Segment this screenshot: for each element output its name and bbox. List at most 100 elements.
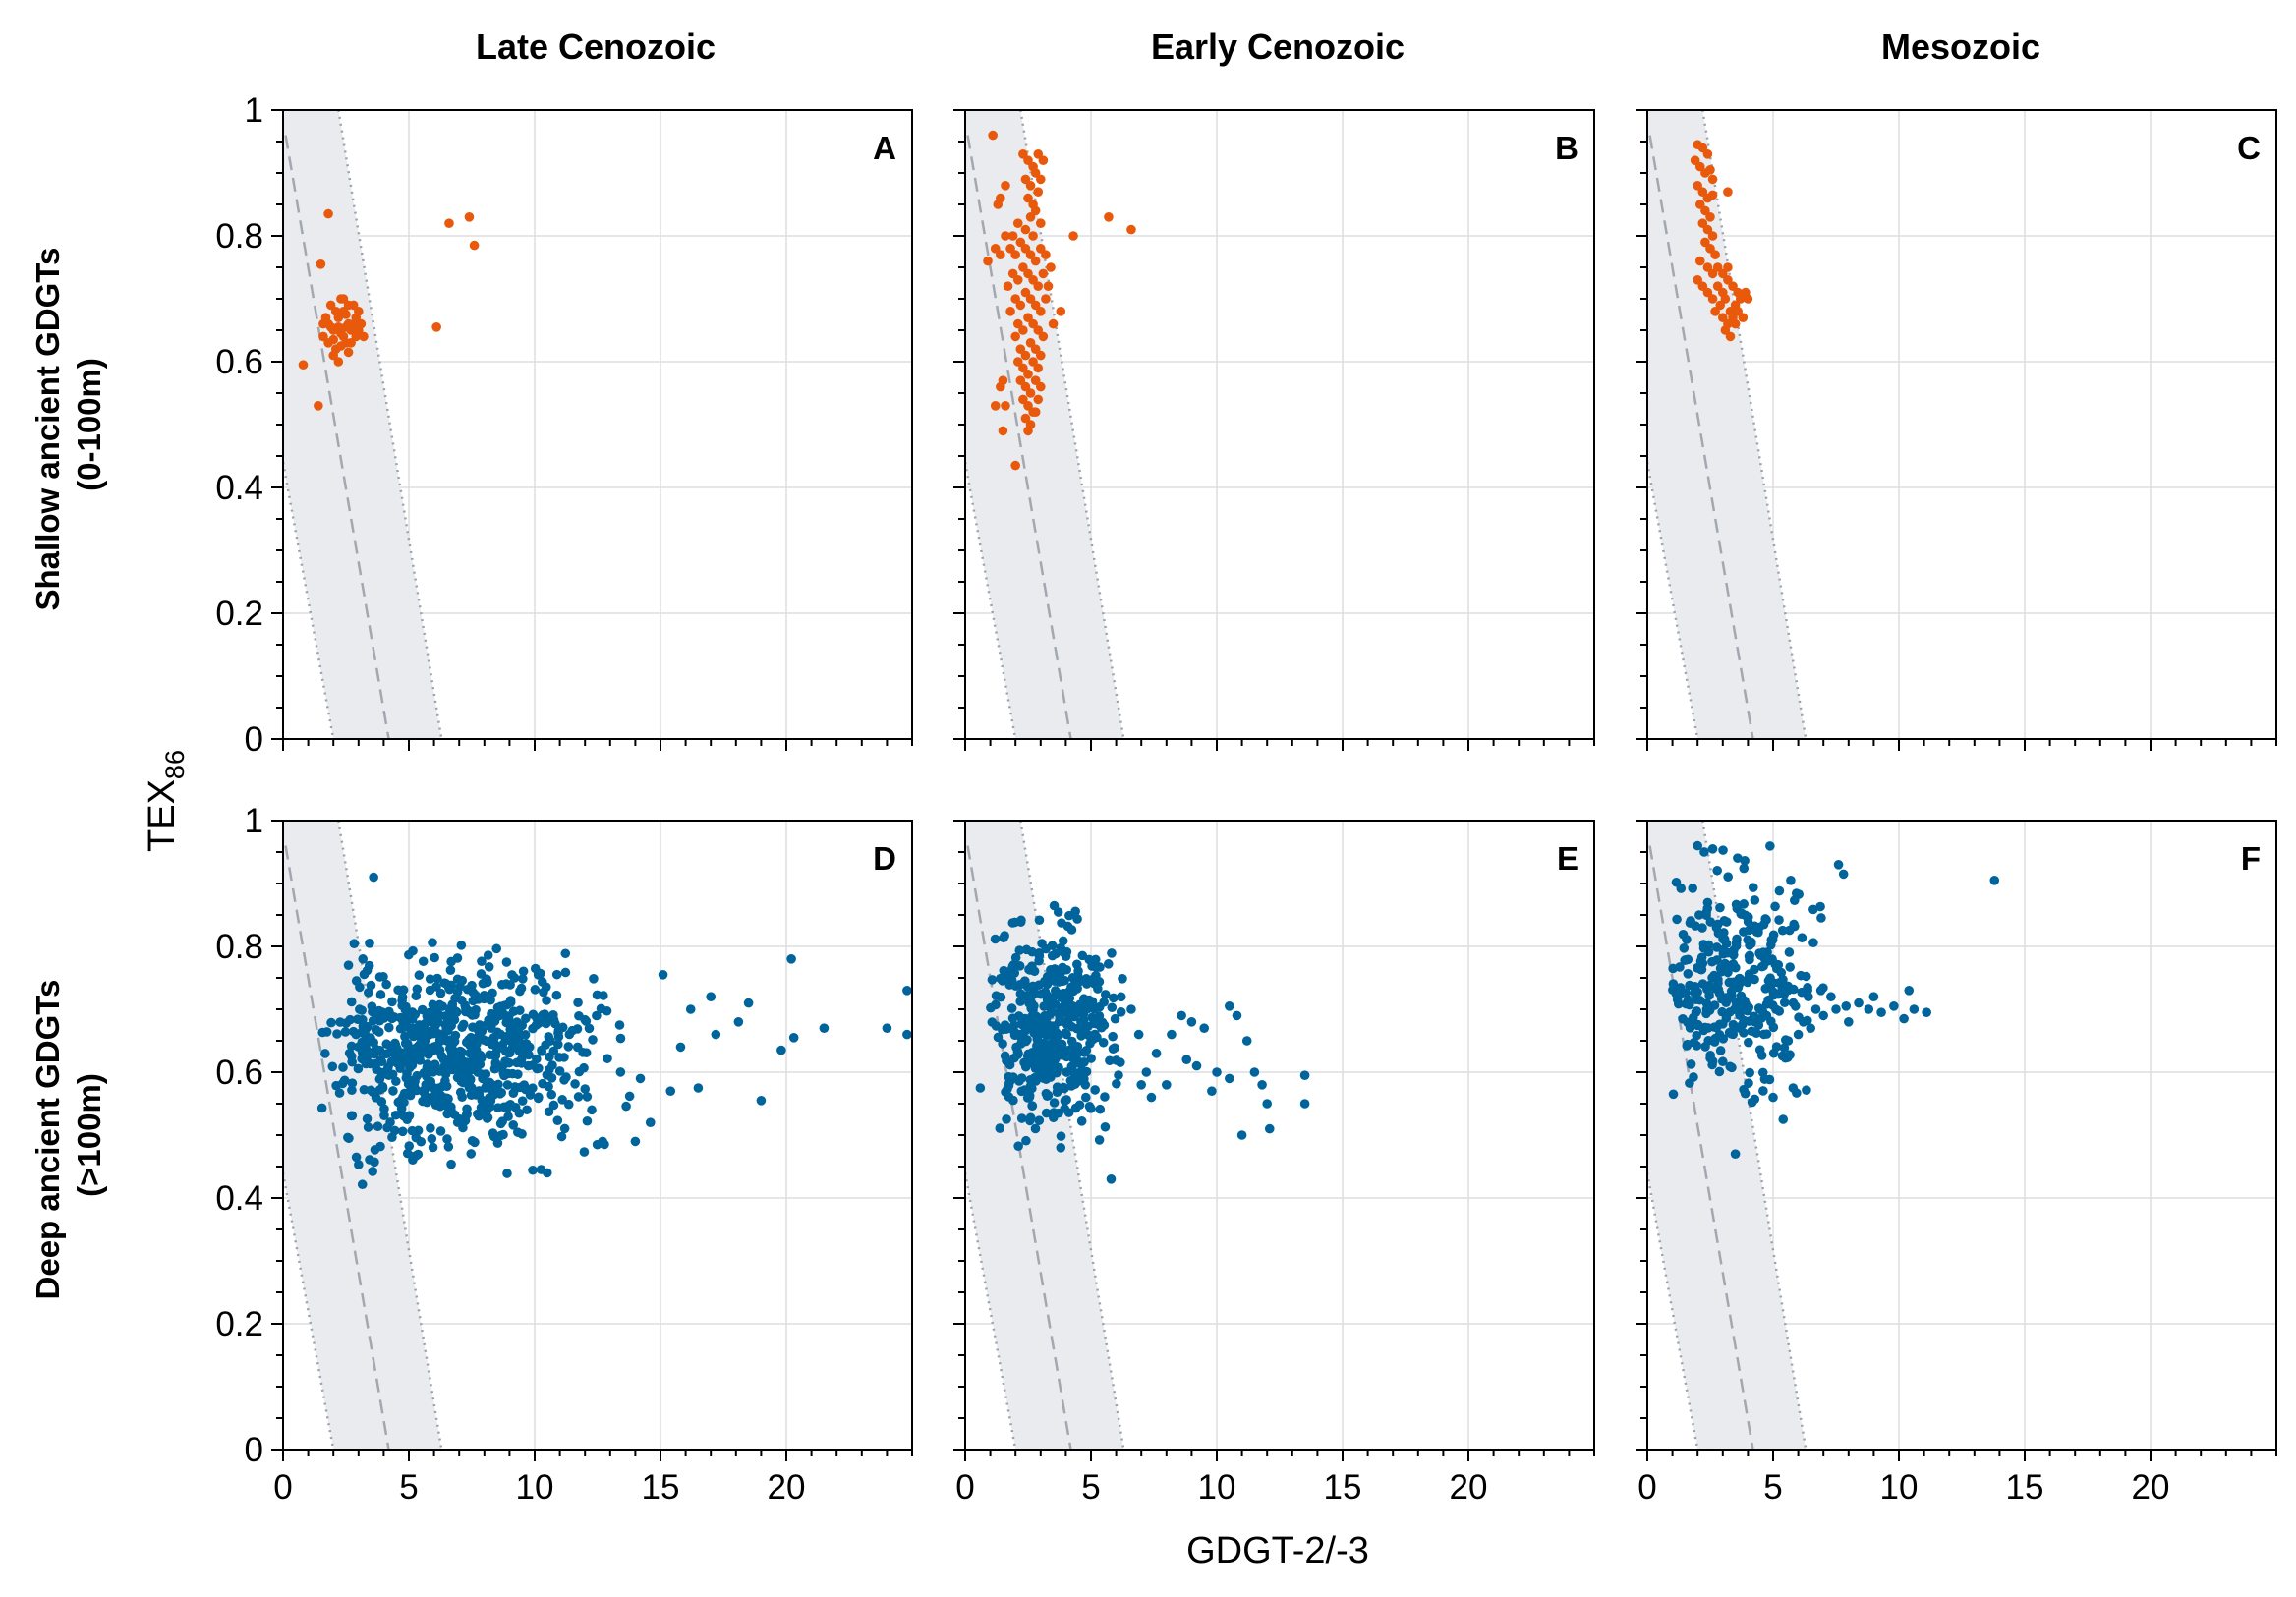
data-point: [1777, 925, 1788, 936]
data-point: [733, 1017, 744, 1027]
data-point: [1876, 1007, 1886, 1017]
data-point: [557, 1095, 567, 1105]
data-point: [615, 1033, 626, 1044]
data-point: [1012, 275, 1023, 285]
band-fill: [1647, 110, 1807, 739]
y-axis-title-subscript: 86: [160, 750, 190, 779]
data-point: [743, 998, 754, 1008]
data-point: [1057, 967, 1066, 977]
data-point: [1766, 1016, 1776, 1027]
panel-F: 0 5 10 15 20 F: [1636, 820, 2277, 1507]
data-point: [1001, 181, 1010, 191]
data-point: [1186, 1017, 1197, 1027]
data-point: [486, 1038, 495, 1048]
data-point: [491, 943, 502, 954]
x-tick-label: 15: [642, 1468, 680, 1507]
data-point: [711, 1029, 721, 1040]
data-point: [1740, 855, 1750, 866]
data-point: [544, 1032, 554, 1042]
data-point: [333, 322, 344, 332]
data-point: [445, 1035, 455, 1046]
data-point: [1087, 997, 1098, 1006]
data-point: [384, 1022, 394, 1033]
data-point: [1718, 1056, 1728, 1067]
data-point: [1789, 895, 1800, 905]
data-point: [1036, 381, 1046, 392]
data-point: [693, 1083, 704, 1093]
data-point: [1033, 1036, 1043, 1046]
data-point: [1756, 1013, 1767, 1023]
data-point: [1707, 844, 1718, 854]
data-point: [424, 1016, 434, 1026]
data-point: [1712, 281, 1723, 292]
data-point: [1014, 961, 1025, 971]
data-point: [1725, 331, 1736, 342]
y-tick-label: 0: [245, 1431, 263, 1469]
data-point: [1053, 907, 1063, 917]
data-point: [561, 1072, 571, 1082]
data-point: [1020, 976, 1030, 986]
data-point: [1020, 381, 1031, 392]
data-point: [1038, 268, 1049, 279]
row-title-shallow: Shallow ancient GDGTs (0-100m): [29, 239, 107, 611]
x-tick-label: 10: [1880, 1468, 1919, 1507]
band-lower-line: [965, 1172, 1017, 1450]
data-point: [534, 1092, 544, 1103]
data-point: [624, 1091, 635, 1102]
data-point: [596, 1003, 606, 1014]
data-point: [1794, 1012, 1804, 1023]
data-point: [1705, 212, 1715, 222]
data-point: [1033, 149, 1044, 159]
data-point: [1074, 1100, 1085, 1111]
data-point: [524, 1050, 534, 1060]
data-point: [1023, 370, 1033, 379]
data-point: [1778, 1114, 1789, 1124]
data-point: [993, 200, 1004, 209]
data-point: [1745, 941, 1754, 950]
data-point: [1922, 1007, 1931, 1017]
data-point: [1054, 1030, 1063, 1040]
data-point: [1700, 205, 1710, 216]
data-point: [348, 1026, 359, 1037]
data-point: [421, 1079, 431, 1090]
data-point: [1014, 1076, 1024, 1086]
data-point: [482, 1106, 492, 1115]
data-point: [1146, 1092, 1157, 1103]
data-point: [354, 325, 364, 335]
data-point: [1225, 1001, 1234, 1011]
data-point: [1718, 268, 1728, 279]
data-point: [1779, 1043, 1790, 1054]
data-point: [435, 988, 446, 998]
data-point: [685, 1004, 696, 1014]
data-point: [658, 970, 668, 980]
band-upper-line: [337, 110, 443, 739]
data-point: [370, 1157, 379, 1168]
data-point: [1087, 961, 1097, 971]
data-point: [452, 953, 463, 963]
data-point: [379, 1111, 389, 1120]
data-point: [1133, 1029, 1144, 1040]
data-point: [1816, 913, 1826, 923]
data-point: [579, 1147, 590, 1157]
data-point: [1030, 344, 1041, 355]
data-point: [515, 986, 525, 997]
data-point: [1015, 300, 1026, 311]
data-point: [1733, 307, 1743, 316]
data-point: [455, 1050, 465, 1060]
data-point: [430, 1059, 440, 1069]
data-point: [1004, 1071, 1013, 1082]
data-point: [490, 1050, 501, 1060]
data-point: [502, 1169, 512, 1178]
data-point: [387, 1132, 397, 1143]
data-point: [374, 1045, 385, 1055]
data-point: [498, 1068, 509, 1078]
data-point: [1694, 256, 1705, 266]
data-point: [1702, 149, 1713, 159]
data-point: [1707, 956, 1717, 967]
data-point: [537, 1045, 546, 1055]
y-tick-label: 0.6: [215, 1054, 263, 1092]
data-point: [1023, 313, 1033, 323]
data-point: [1034, 1115, 1045, 1125]
data-point: [1744, 1037, 1753, 1048]
data-point: [1715, 300, 1726, 311]
